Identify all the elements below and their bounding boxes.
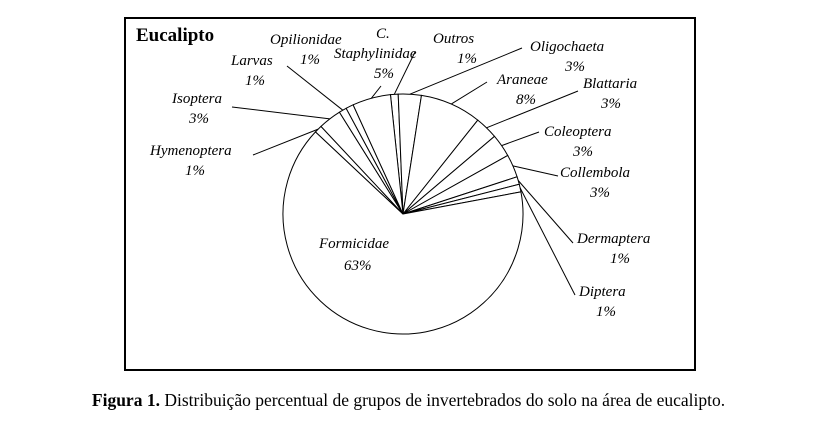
leader-line-isoptera [231, 106, 330, 120]
slice-name-formicidae: Formicidae [318, 236, 389, 252]
leader-line-oligochaeta [409, 47, 523, 95]
slice-percent-oligochaeta: 3% [564, 59, 585, 75]
leader-line-c-staphylinidae [371, 85, 382, 99]
leader-line-hymenoptera [252, 128, 319, 156]
slice-name-opilionidae: Opilionidae [270, 32, 342, 48]
slice-name-hymenoptera: Hymenoptera [149, 143, 232, 159]
slice-percent-opilionidae: 1% [300, 52, 320, 68]
slice-name-dermaptera: Dermaptera [576, 231, 650, 247]
pie-slices [282, 93, 524, 335]
slice-name-isoptera: Isoptera [171, 91, 222, 107]
slice-percent-outros: 1% [457, 51, 477, 67]
caption-prefix: Figura 1. [91, 390, 160, 410]
slice-percent-formicidae: 63% [344, 258, 372, 274]
slice-percent-blattaria: 3% [600, 96, 621, 112]
figure-caption: Figura 1. Distribuição percentual de gru… [0, 390, 817, 411]
leader-line-dermaptera [517, 180, 574, 244]
pie-slice-c-staphylinidae [352, 94, 404, 215]
slice-percent-araneae: 8% [516, 92, 536, 108]
slice-percent-diptera: 1% [596, 304, 616, 320]
slice-name-outros: Outros [433, 31, 474, 47]
leader-line-coleoptera [501, 131, 540, 147]
slice-percent-dermaptera: 1% [610, 251, 630, 267]
slice-percent-isoptera: 3% [188, 111, 209, 127]
leader-line-collembola [512, 165, 559, 177]
slice-name-collembola: Collembola [560, 165, 630, 181]
pie-slice-formicidae [282, 131, 524, 335]
leader-line-outros [393, 51, 416, 95]
leader-line-larvas [286, 65, 344, 111]
slice-percent-larvas: 1% [245, 73, 265, 89]
leader-line-araneae [450, 81, 488, 105]
leader-line-blattaria [486, 90, 579, 129]
chart-frame [124, 17, 696, 371]
slice-percent-hymenoptera: 1% [185, 163, 205, 179]
slice-name-araneae: Araneae [496, 72, 548, 88]
slice-name-oligochaeta: Oligochaeta [530, 39, 604, 55]
slice-percent-c-staphylinidae: 5% [374, 66, 394, 82]
slice-name-diptera: Diptera [578, 284, 626, 300]
leader-lines [231, 47, 579, 296]
leader-line-diptera [519, 187, 576, 296]
slice-percent-collembola: 3% [589, 185, 610, 201]
chart-title: Eucalipto [136, 25, 214, 46]
slice-percent-coleoptera: 3% [572, 144, 593, 160]
slice-name-larvas: Larvas [230, 53, 273, 69]
slice-labels: Outros1%Oligochaeta3%Araneae8%Blattaria3… [149, 26, 650, 320]
slice-name-coleoptera: Coleoptera [544, 124, 612, 140]
slice-name-blattaria: Blattaria [583, 76, 637, 92]
caption-text: Distribuição percentual de grupos de inv… [159, 390, 726, 410]
slice-name-part-c-staphylinidae: C. [376, 26, 390, 42]
slice-name-rest-c-staphylinidae: Staphylinidae [334, 46, 417, 62]
